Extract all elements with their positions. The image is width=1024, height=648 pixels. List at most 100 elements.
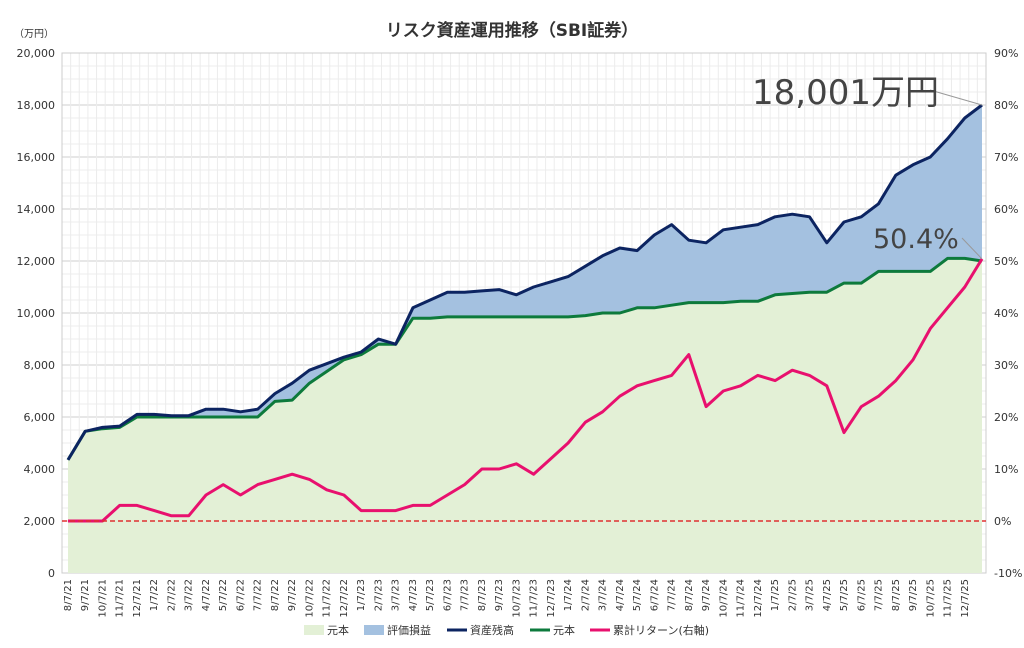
x-tick-label: 11/7/24: [736, 579, 747, 618]
callout-return: 50.4%: [873, 224, 959, 255]
x-tick-label: 4/7/22: [201, 579, 212, 611]
x-tick-label: 4/7/23: [408, 579, 419, 611]
y2-tick-label: 50%: [994, 255, 1018, 268]
legend-label: 元本: [327, 623, 349, 637]
unrealized-gain-area: [68, 105, 982, 460]
x-tick-label: 3/7/23: [391, 579, 402, 611]
y2-tick-label: 10%: [994, 463, 1018, 476]
y-tick-label: 10,000: [17, 307, 56, 320]
x-tick-label: 5/7/23: [425, 579, 436, 611]
callout-assets-leader: [929, 89, 983, 106]
y-tick-label: 18,000: [17, 99, 56, 112]
y-tick-label: 12,000: [17, 255, 56, 268]
legend-swatch: [364, 625, 384, 635]
x-tick-label: 6/7/24: [649, 579, 660, 611]
y-tick-label: 2,000: [24, 515, 56, 528]
x-tick-label: 5/7/25: [839, 579, 850, 611]
total-assets-line: [66, 103, 983, 461]
x-tick-label: 8/7/24: [684, 579, 695, 611]
x-tick-label: 7/7/22: [253, 579, 264, 611]
y-axis-unit: （万円）: [14, 28, 54, 40]
x-tick-label: 2/7/23: [373, 579, 384, 611]
x-tick-label: 12/7/22: [339, 579, 350, 618]
y2-tick-label: 90%: [994, 47, 1018, 60]
x-tick-label: 11/7/22: [322, 579, 333, 618]
x-tick-label: 9/7/25: [908, 579, 919, 611]
x-tick-label: 11/7/25: [943, 579, 954, 618]
y2-tick-label: 70%: [994, 151, 1018, 164]
x-tick-label: 4/7/24: [615, 579, 626, 611]
principal-area: [68, 258, 982, 573]
y-axis-left: 0 2,000 4,000 6,000 8,000 10,000 12,000 14,000 1…: [17, 47, 56, 580]
y-tick-label: 20,000: [17, 47, 56, 60]
x-tick-label: 3/7/24: [598, 579, 609, 611]
x-tick-label: 9/7/24: [701, 579, 712, 611]
x-tick-label: 10/7/25: [925, 579, 936, 618]
x-tick-label: 10/7/21: [97, 579, 108, 618]
y-axis-right: -10% 0% 10% 20% 30% 40% 50% 60% 70% 80% 90%: [994, 47, 1022, 580]
x-tick-label: 10/7/23: [511, 579, 522, 618]
x-tick-label: 1/7/25: [770, 579, 781, 611]
y2-tick-label: 0%: [994, 515, 1011, 528]
x-tick-label: 8/7/22: [270, 579, 281, 611]
x-tick-label: 3/7/25: [805, 579, 816, 611]
x-tick-label: 2/7/25: [787, 579, 798, 611]
y2-tick-label: 80%: [994, 99, 1018, 112]
line-layer: [66, 103, 984, 523]
x-tick-label: 5/7/24: [632, 579, 643, 611]
legend: 元本 評価損益 資産残高 元本 累計リターン(右軸): [304, 623, 709, 637]
x-tick-label: 11/7/21: [115, 579, 126, 618]
x-tick-label: 10/7/22: [304, 579, 315, 618]
chart-title: リスク資産運用推移（SBI証券）: [386, 20, 639, 41]
x-tick-label: 3/7/22: [184, 579, 195, 611]
callout-return-leader: [961, 237, 983, 260]
legend-swatch: [304, 625, 324, 635]
y2-tick-label: 60%: [994, 203, 1018, 216]
x-tick-label: 7/7/25: [874, 579, 885, 611]
x-tick-label: 10/7/24: [718, 579, 729, 618]
y2-tick-label: 20%: [994, 411, 1018, 424]
x-tick-label: 1/7/24: [563, 579, 574, 611]
x-tick-label: 12/7/25: [960, 579, 971, 618]
callout-assets: 18,001万円: [752, 73, 939, 113]
legend-label: 資産残高: [470, 623, 514, 637]
x-tick-label: 2/7/24: [580, 579, 591, 611]
y2-tick-label: 40%: [994, 307, 1018, 320]
x-tick-label: 2/7/22: [166, 579, 177, 611]
x-tick-label: 4/7/25: [822, 579, 833, 611]
y-tick-label: 16,000: [17, 151, 56, 164]
x-tick-label: 9/7/22: [287, 579, 298, 611]
x-tick-label: 7/7/23: [460, 579, 471, 611]
legend-label: 累計リターン(右軸): [613, 623, 709, 637]
y2-tick-label: -10%: [994, 567, 1022, 580]
x-tick-label: 9/7/23: [494, 579, 505, 611]
x-tick-label: 8/7/25: [891, 579, 902, 611]
x-tick-label: 12/7/21: [132, 579, 143, 618]
x-tick-label: 11/7/23: [529, 579, 540, 618]
x-tick-label: 5/7/22: [218, 579, 229, 611]
x-tick-label: 1/7/23: [356, 579, 367, 611]
x-tick-label: 8/7/21: [63, 579, 74, 611]
y-tick-label: 0: [48, 567, 55, 580]
cumulative-return-line: [68, 258, 984, 523]
area-layer: [68, 105, 982, 573]
x-tick-label: 6/7/25: [856, 579, 867, 611]
legend-label: 元本: [553, 623, 575, 637]
y2-tick-label: 30%: [994, 359, 1018, 372]
x-tick-label: 12/7/23: [546, 579, 557, 618]
legend-label: 評価損益: [387, 623, 431, 637]
x-tick-label: 12/7/24: [753, 579, 764, 618]
x-tick-label: 8/7/23: [477, 579, 488, 611]
x-axis: 8/7/21 9/7/21 10/7/21 11/7/21 12/7/21 1/7/22 2…: [63, 579, 971, 618]
x-tick-label: 6/7/22: [235, 579, 246, 611]
y-tick-label: 14,000: [17, 203, 56, 216]
principal-line: [66, 256, 983, 461]
x-tick-label: 6/7/23: [442, 579, 453, 611]
x-tick-label: 7/7/24: [667, 579, 678, 611]
y-tick-label: 4,000: [24, 463, 56, 476]
x-tick-label: 1/7/22: [149, 579, 160, 611]
x-tick-label: 9/7/21: [80, 579, 91, 611]
y-tick-label: 6,000: [24, 411, 56, 424]
y-tick-label: 8,000: [24, 359, 56, 372]
